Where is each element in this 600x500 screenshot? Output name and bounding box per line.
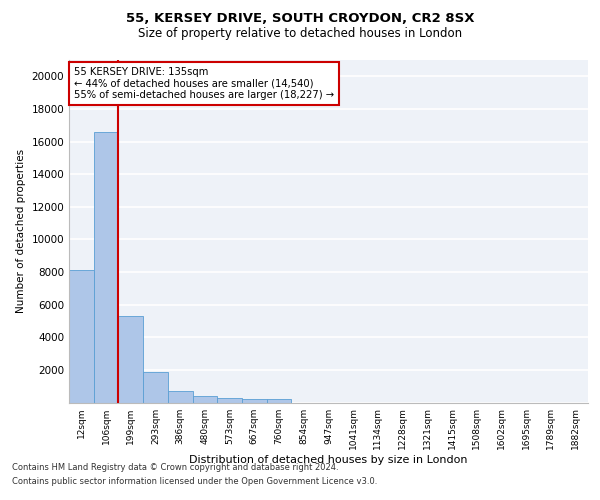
- Text: Size of property relative to detached houses in London: Size of property relative to detached ho…: [138, 28, 462, 40]
- Bar: [94, 132, 118, 402]
- Bar: [143, 372, 168, 402]
- Bar: [168, 391, 193, 402]
- Text: 55, KERSEY DRIVE, SOUTH CROYDON, CR2 8SX: 55, KERSEY DRIVE, SOUTH CROYDON, CR2 8SX: [126, 12, 474, 26]
- Text: Contains public sector information licensed under the Open Government Licence v3: Contains public sector information licen…: [12, 478, 377, 486]
- Bar: [242, 399, 267, 402]
- Text: Contains HM Land Registry data © Crown copyright and database right 2024.: Contains HM Land Registry data © Crown c…: [12, 462, 338, 471]
- Text: 55 KERSEY DRIVE: 135sqm
← 44% of detached houses are smaller (14,540)
55% of sem: 55 KERSEY DRIVE: 135sqm ← 44% of detache…: [74, 67, 334, 100]
- Bar: [69, 270, 94, 402]
- Bar: [193, 396, 217, 402]
- X-axis label: Distribution of detached houses by size in London: Distribution of detached houses by size …: [189, 455, 468, 465]
- Bar: [118, 316, 143, 402]
- Y-axis label: Number of detached properties: Number of detached properties: [16, 149, 26, 314]
- Bar: [267, 399, 292, 402]
- Bar: [217, 398, 242, 402]
